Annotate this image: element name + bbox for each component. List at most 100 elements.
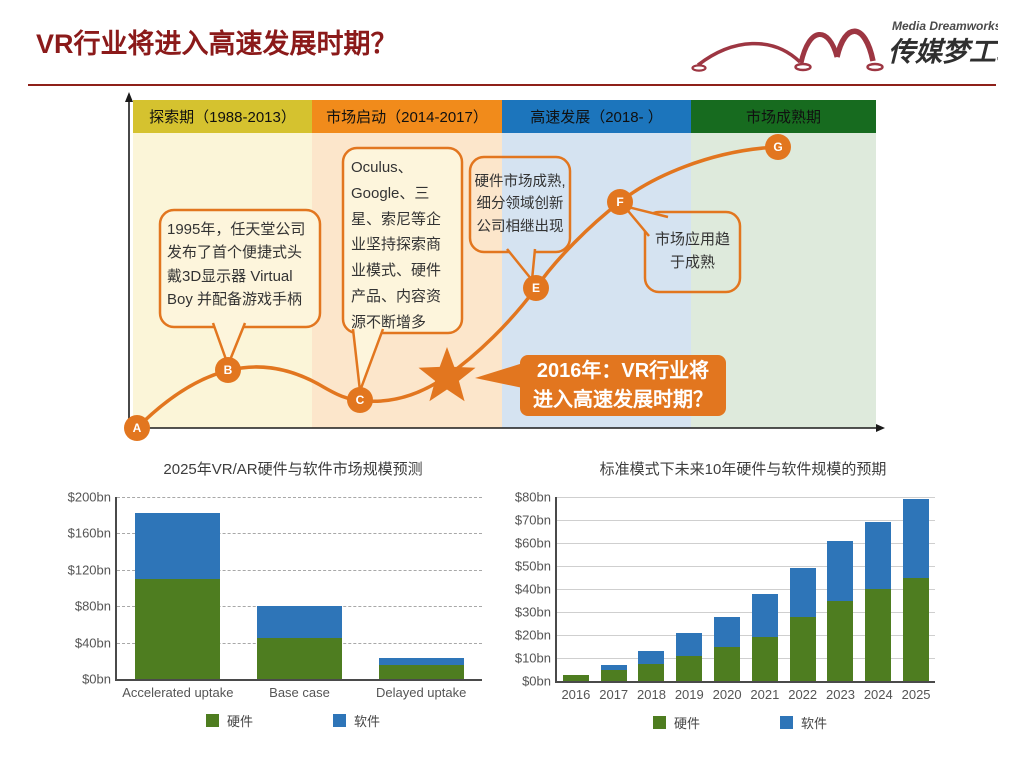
axes bbox=[128, 99, 877, 429]
phase-label-exploration: 探索期（1988-2013） bbox=[133, 100, 312, 133]
hardware-swatch-icon bbox=[205, 714, 219, 727]
x-axis-tick: 2018 bbox=[637, 687, 666, 702]
callout-market-maturity: 市场应用趋于成熟 bbox=[654, 231, 730, 272]
x-axis-tick: 2023 bbox=[826, 687, 855, 702]
legend-label: 软件 bbox=[801, 716, 828, 731]
highlight-2016-box: 2016年：VR行业将 进入高速发展时期？ bbox=[520, 355, 726, 416]
stacked-bar bbox=[676, 497, 703, 681]
gridline bbox=[117, 497, 482, 498]
bar-group: Accelerated uptake bbox=[117, 497, 239, 700]
plot-area: $0bn $40bn $80bn $120bn $160bn $200bn Accelera… bbox=[68, 490, 482, 700]
highlight-line2: 进入高速发展时期？ bbox=[533, 388, 713, 411]
callout-1995: 1995年，任天堂公司发布了首个便捷式头戴3D显示器 Virtual Boy 并… bbox=[167, 221, 306, 308]
bar-segment-硬件 bbox=[789, 616, 816, 681]
x-axis-tick: 2021 bbox=[750, 687, 780, 702]
bar-segment-软件 bbox=[714, 616, 741, 647]
gridline bbox=[557, 612, 935, 613]
point-f-label: F bbox=[616, 195, 623, 209]
chart-10yr-forecast: 标准模式下未来10年硬件与软件规模的预期 $0bn $10bn $20bn $30bn… bbox=[505, 458, 935, 732]
bars: Accelerated uptake Base case Delayed uptak… bbox=[117, 497, 482, 700]
y-axis-arrow-icon bbox=[125, 92, 133, 102]
bar-group: 2018 bbox=[633, 497, 671, 702]
bars: 2016 2017 2018 2019 2020 2021 2022 2023 2024 2025 bbox=[557, 497, 935, 702]
bar-group: Delayed uptake bbox=[360, 497, 482, 700]
chart-title: 2025年VR/AR硬件与软件市场规模预测 bbox=[163, 461, 423, 478]
bar-group: Base case bbox=[239, 497, 361, 700]
bar-segment-软件 bbox=[865, 522, 892, 589]
plot-area: $0bn $10bn $20bn $30bn $40bn $50bn $60bn $70bn $… bbox=[515, 490, 935, 702]
bar-segment-软件 bbox=[903, 499, 930, 578]
y-axis-tick: $80bn bbox=[514, 489, 551, 505]
logo-subtitle: Media Dreamworks bbox=[892, 19, 998, 33]
stacked-bar bbox=[751, 497, 778, 681]
legend-label: 硬件 bbox=[226, 714, 253, 729]
x-axis-tick: 2016 bbox=[561, 687, 591, 702]
gridline bbox=[557, 635, 935, 636]
phase-label-launch: 市场启动（2014-2017） bbox=[312, 100, 502, 133]
y-axis-tick: $50bn bbox=[514, 558, 551, 574]
y-axis-tick: $80bn bbox=[74, 598, 111, 614]
x-axis-tick: 2017 bbox=[599, 687, 629, 702]
x-axis-arrow-icon bbox=[876, 424, 885, 432]
bar-group: 2024 bbox=[859, 497, 897, 702]
milestone-star-icon bbox=[418, 347, 476, 402]
stacked-bar bbox=[562, 497, 589, 681]
legend-label: 硬件 bbox=[673, 716, 700, 731]
title-divider bbox=[28, 84, 996, 86]
callout-bubbles bbox=[158, 146, 742, 393]
highlight-line1: 2016年：VR行业将 bbox=[536, 360, 710, 383]
stacked-bar bbox=[135, 497, 221, 679]
y-axis-tick: $60bn bbox=[514, 535, 551, 551]
gridline bbox=[117, 569, 482, 571]
y-axis-tick: $120bn bbox=[67, 562, 111, 578]
legend-label: 软件 bbox=[354, 714, 381, 729]
stacked-bar bbox=[714, 497, 741, 681]
bar-group: 2023 bbox=[822, 497, 860, 702]
legend-item-software: 软件 bbox=[780, 713, 827, 732]
bar-segment-硬件 bbox=[135, 578, 221, 679]
curve-points: A B C E F G bbox=[124, 134, 791, 441]
stacked-bar bbox=[903, 497, 930, 681]
phase-label-growth: 高速发展（2018- ） bbox=[502, 100, 691, 133]
callout-oculus: Oculus、Google、三星、索尼等企业坚持探索商业模式、硬件产品、内容资源… bbox=[351, 159, 442, 331]
bouncing-arcs-icon bbox=[691, 28, 884, 72]
y-axis-tick: $0bn bbox=[82, 671, 111, 687]
y-axis-tick: $30bn bbox=[514, 604, 551, 620]
software-swatch-icon bbox=[333, 714, 346, 727]
highlight-tail bbox=[475, 363, 523, 388]
legend-item-software: 软件 bbox=[333, 711, 380, 730]
legend-item-hardware: 硬件 bbox=[205, 711, 253, 730]
bar-segment-硬件 bbox=[562, 674, 589, 681]
phase-label-maturity: 市场成熟期 bbox=[691, 100, 876, 133]
bar-group: 2025 bbox=[897, 497, 935, 702]
gridline bbox=[557, 497, 935, 498]
bar-segment-软件 bbox=[789, 568, 816, 617]
gridline bbox=[557, 589, 935, 590]
bar-segment-硬件 bbox=[638, 663, 665, 681]
x-axis-tick: 2019 bbox=[674, 687, 704, 702]
bar-group: 2022 bbox=[784, 497, 822, 702]
gridline bbox=[117, 533, 482, 535]
y-axis-tick: $0bn bbox=[522, 673, 551, 689]
bar-segment-硬件 bbox=[714, 646, 741, 681]
point-g-label: G bbox=[773, 140, 782, 154]
y-axis-tick: $70bn bbox=[514, 512, 551, 528]
x-axis-tick: 2025 bbox=[901, 687, 931, 702]
bar-segment-硬件 bbox=[676, 655, 703, 681]
y-axis-tick: $10bn bbox=[514, 650, 551, 666]
curve-layer: A B C E F G bbox=[124, 92, 885, 441]
bar-segment-硬件 bbox=[378, 665, 464, 679]
vr-phase-diagram: 探索期（1988-2013） 市场启动（2014-2017） 高速发展（2018… bbox=[124, 92, 890, 441]
logo-name: 传媒梦工场 bbox=[888, 37, 998, 67]
y-axis-tick: $40bn bbox=[514, 581, 551, 597]
chart-2025-forecast: 2025年VR/AR硬件与软件市场规模预测 $0bn $40bn $80bn $120… bbox=[60, 458, 482, 730]
bar-segment-软件 bbox=[676, 632, 703, 656]
gridline bbox=[557, 658, 935, 659]
bar-segment-软件 bbox=[378, 658, 464, 666]
phase-headers: 探索期（1988-2013） 市场启动（2014-2017） 高速发展（2018… bbox=[133, 100, 876, 133]
bar-segment-硬件 bbox=[600, 669, 627, 681]
bar-group: 2019 bbox=[670, 497, 708, 702]
bar-segment-硬件 bbox=[903, 577, 930, 681]
stacked-bar bbox=[638, 497, 665, 681]
